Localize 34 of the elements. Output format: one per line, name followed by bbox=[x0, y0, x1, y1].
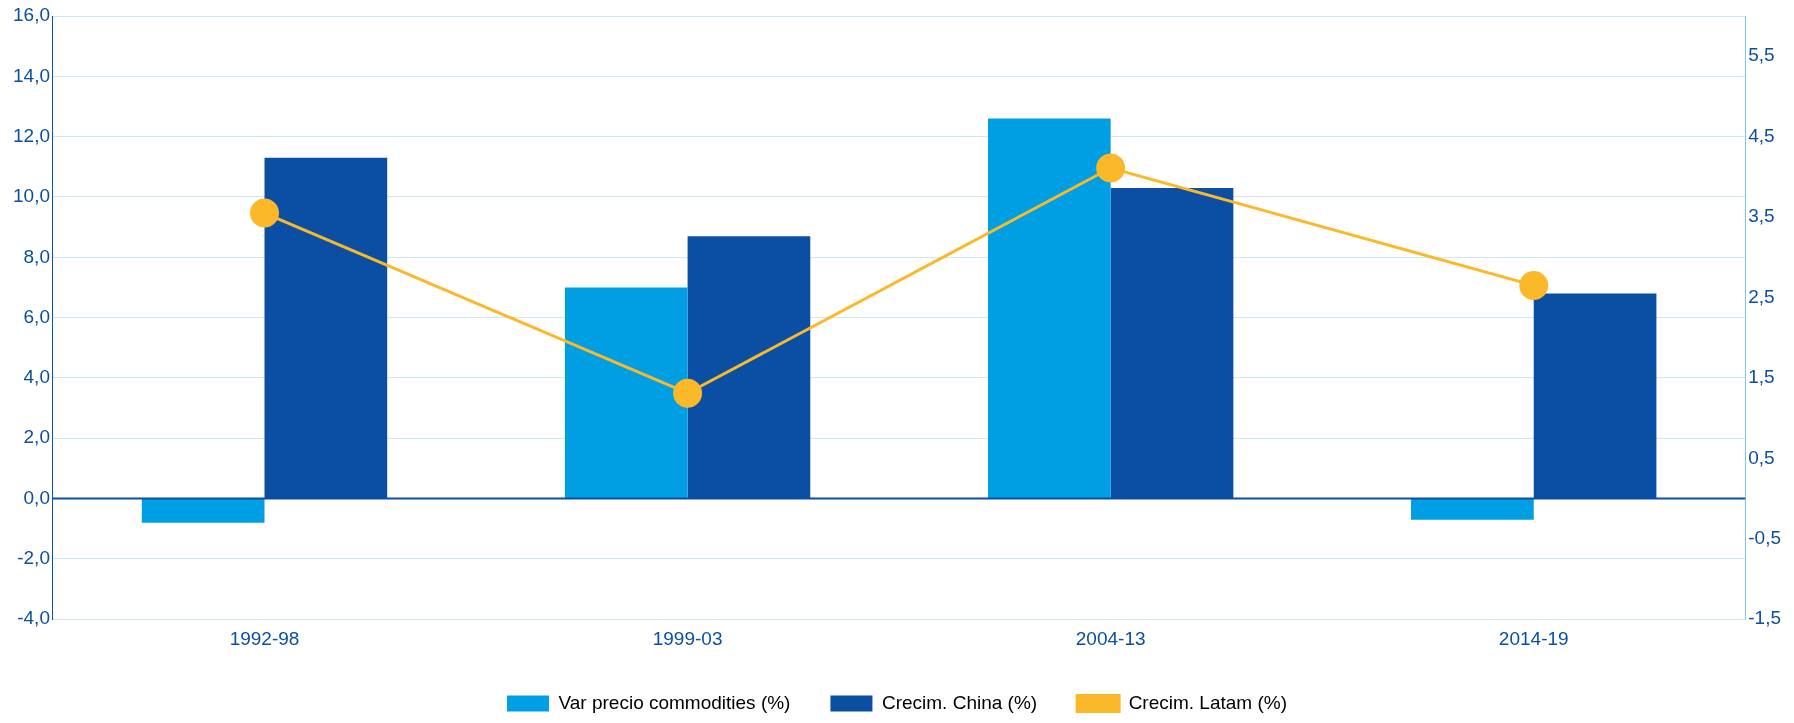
y2-tick-label: 1,5 bbox=[1748, 366, 1775, 388]
y-tick-label: 6,0 bbox=[23, 305, 50, 327]
y2-tick-label: 2,5 bbox=[1748, 285, 1775, 307]
y-tick-label: 8,0 bbox=[23, 245, 50, 267]
legend-label: Crecim. China (%) bbox=[881, 691, 1038, 713]
y-tick-label: 2,0 bbox=[23, 426, 50, 448]
y-tick-label: -2,0 bbox=[17, 547, 50, 569]
point bbox=[1519, 270, 1549, 300]
legend-label: Var precio commodities (%) bbox=[558, 691, 791, 713]
point bbox=[1096, 153, 1126, 183]
y-tick-label: 12,0 bbox=[13, 124, 50, 146]
y2-tick-label: 4,5 bbox=[1748, 124, 1775, 146]
bar bbox=[987, 118, 1111, 499]
x-tick-label: 2014-19 bbox=[1498, 627, 1569, 649]
y-tick-label: 16,0 bbox=[13, 4, 50, 26]
y2-tick-label: 3,5 bbox=[1748, 205, 1775, 227]
legend-label: Crecim. Latam (%) bbox=[1128, 691, 1287, 713]
y-tick-label: 14,0 bbox=[13, 64, 50, 86]
point bbox=[250, 198, 280, 228]
y2-tick-label: 0,5 bbox=[1748, 446, 1775, 468]
x-tick-label: 1992-98 bbox=[229, 627, 300, 649]
y2-tick-label: 5,5 bbox=[1748, 44, 1775, 66]
x-tick-label: 2004-13 bbox=[1075, 627, 1146, 649]
bar bbox=[564, 287, 688, 499]
bar bbox=[141, 499, 265, 523]
y-tick-label: 10,0 bbox=[13, 185, 50, 207]
x-tick-label: 1999-03 bbox=[652, 627, 723, 649]
point bbox=[673, 378, 703, 408]
y-tick-label: -4,0 bbox=[17, 607, 50, 629]
y-tick-label: 0,0 bbox=[23, 486, 50, 508]
y-tick-label: 4,0 bbox=[23, 366, 50, 388]
y2-tick-label: -1,5 bbox=[1748, 607, 1782, 629]
y2-tick-label: -0,5 bbox=[1748, 527, 1782, 549]
bar bbox=[1411, 499, 1534, 520]
